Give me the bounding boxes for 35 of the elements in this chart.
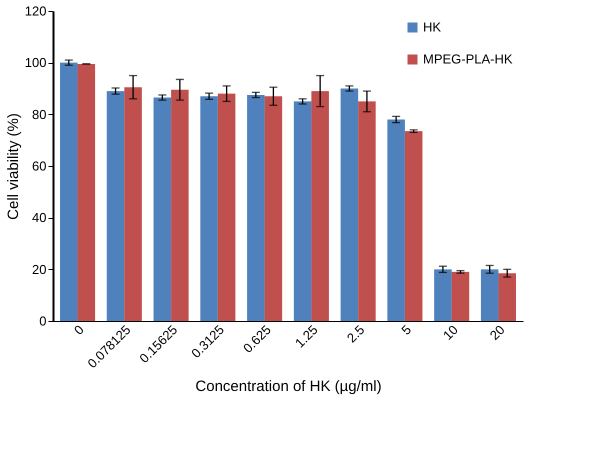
bar — [106, 91, 124, 321]
bar — [60, 62, 78, 321]
bar — [358, 101, 376, 321]
y-tick-label: 120 — [24, 4, 46, 18]
y-tick-label: 20 — [32, 262, 46, 277]
x-tick-label: 5 — [398, 322, 414, 338]
x-axis-title: Concentration of HK (µg/ml) — [195, 378, 382, 396]
bar — [154, 98, 172, 321]
bar — [294, 101, 312, 321]
legend-label: MPEG-PLA-HK — [423, 52, 513, 66]
bar — [434, 269, 452, 321]
bar — [452, 272, 470, 321]
x-tick-label: 10 — [440, 322, 461, 343]
y-axis-title: Cell viability (%) — [4, 113, 22, 220]
bar — [124, 87, 142, 321]
x-tick-label: 0 — [71, 322, 87, 338]
bar — [480, 269, 498, 321]
bar — [404, 131, 422, 321]
bar — [247, 94, 265, 321]
bar — [498, 273, 516, 321]
x-tick-label: 2.5 — [344, 322, 368, 346]
bar — [264, 96, 282, 321]
legend-label: HK — [423, 20, 442, 34]
bar — [311, 91, 329, 321]
y-tick-label: 40 — [32, 210, 46, 226]
bar — [78, 64, 96, 321]
y-tick-label: 100 — [24, 55, 46, 70]
y-tick-label: 80 — [32, 106, 46, 122]
bar — [218, 94, 236, 321]
bar — [387, 120, 405, 321]
bar — [171, 90, 189, 321]
y-tick-label: 60 — [32, 158, 46, 174]
x-tick-label: 20 — [486, 322, 508, 343]
bar — [340, 88, 358, 321]
bar — [200, 96, 218, 321]
